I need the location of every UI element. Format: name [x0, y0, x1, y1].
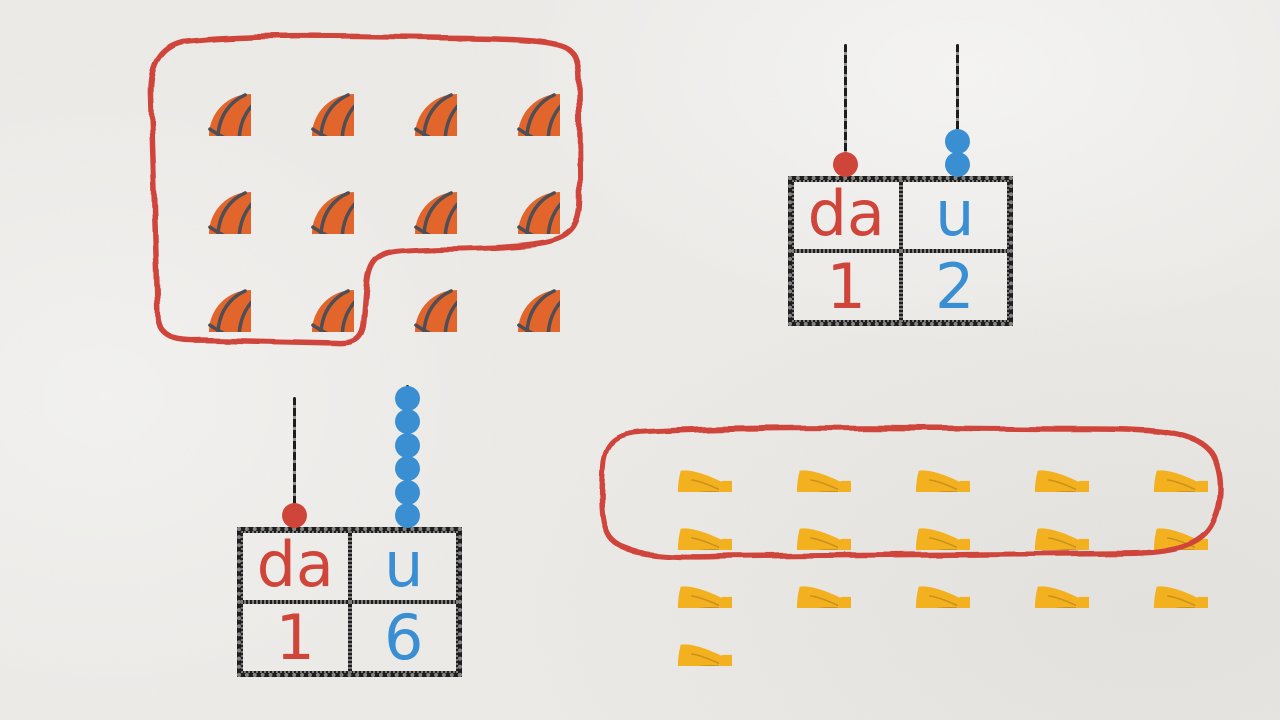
bowtie-icon — [860, 558, 970, 608]
tens-bead — [832, 152, 858, 177]
bowtie-icon — [1098, 500, 1208, 550]
basketball-icon — [163, 244, 251, 332]
bowtie-icon — [741, 500, 851, 550]
basketball-icon — [472, 146, 560, 234]
bowtie-icon — [979, 558, 1089, 608]
basketball-icon — [163, 48, 251, 136]
bowtie-icon — [979, 442, 1089, 492]
units-value: 2 — [900, 251, 1009, 322]
bowtie-icon — [860, 500, 970, 550]
bowtie-icon — [622, 558, 732, 608]
units-bead — [394, 456, 420, 481]
bowtie-icon — [979, 500, 1089, 550]
tens-header: da — [792, 180, 901, 251]
basketball-icon — [266, 146, 354, 234]
bowtie-icon — [622, 442, 732, 492]
basketball-icon — [369, 146, 457, 234]
units-bead — [394, 479, 420, 505]
place-value-table-bowties: da u 1 6 — [237, 527, 462, 677]
units-bead — [944, 152, 970, 177]
units-bead — [394, 432, 420, 458]
units-header: u — [900, 180, 1009, 251]
basketball-group — [163, 48, 560, 332]
units-bead — [394, 385, 420, 411]
bowtie-icon — [622, 616, 732, 666]
units-bead — [394, 503, 420, 528]
tens-value: 1 — [792, 251, 901, 322]
basketball-icon — [266, 48, 354, 136]
place-value-table-basketballs: da u 1 2 — [788, 176, 1013, 326]
units-value: 6 — [349, 602, 458, 673]
tens-value: 1 — [241, 602, 350, 673]
basketball-icon — [163, 146, 251, 234]
tens-header: da — [241, 531, 350, 602]
bowtie-icon — [622, 500, 732, 550]
bowtie-group — [622, 442, 1208, 666]
bowtie-icon — [1098, 442, 1208, 492]
bowtie-icon — [741, 558, 851, 608]
basketball-icon — [266, 244, 354, 332]
basketball-icon — [369, 48, 457, 136]
abacus-basketballs: da u 1 2 — [788, 40, 1013, 326]
bowtie-icon — [860, 442, 970, 492]
basketball-icon — [369, 244, 457, 332]
bowtie-icon — [1098, 558, 1208, 608]
bowtie-icon — [741, 442, 851, 492]
basketball-icon — [472, 48, 560, 136]
tens-bead — [281, 503, 307, 528]
basketball-icon — [472, 244, 560, 332]
units-header: u — [349, 531, 458, 602]
abacus-bowties: da u 1 6 — [237, 383, 462, 677]
units-bead — [394, 409, 420, 434]
units-bead — [944, 128, 970, 154]
